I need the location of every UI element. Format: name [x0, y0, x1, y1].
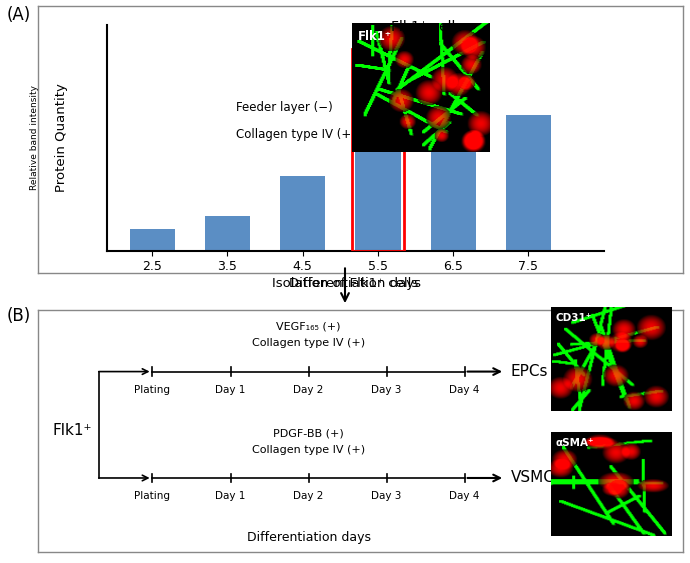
Text: Day 4: Day 4: [449, 491, 480, 501]
Text: Plating: Plating: [135, 385, 170, 395]
Text: Relative band intensity: Relative band intensity: [30, 86, 39, 190]
Text: VEGF₁₆₅ (+): VEGF₁₆₅ (+): [276, 321, 341, 332]
Text: Differentiation days: Differentiation days: [246, 530, 371, 544]
Bar: [130, 229, 175, 251]
Bar: [431, 113, 476, 251]
Text: Day 2: Day 2: [293, 491, 324, 501]
Text: Day 1: Day 1: [215, 385, 246, 395]
Text: Collagen type IV (+): Collagen type IV (+): [252, 338, 365, 348]
Bar: [506, 115, 551, 251]
Text: Day 2: Day 2: [293, 385, 324, 395]
Text: CD31⁺: CD31⁺: [555, 313, 592, 323]
Bar: [280, 176, 325, 251]
Text: (B): (B): [7, 307, 31, 325]
Text: Flk1⁺: Flk1⁺: [53, 423, 92, 438]
Y-axis label: Protein Quantity: Protein Quantity: [55, 83, 68, 193]
Text: Collagen type IV (+): Collagen type IV (+): [252, 445, 365, 454]
Text: Day 3: Day 3: [371, 385, 402, 395]
Text: αSMA⁺: αSMA⁺: [555, 438, 594, 448]
Text: Feeder layer (−): Feeder layer (−): [236, 101, 333, 114]
Bar: [205, 216, 250, 251]
Bar: [352, 49, 404, 251]
Text: Isolation of Flk1⁺ cells: Isolation of Flk1⁺ cells: [272, 277, 418, 290]
Text: Flk1⁺ cells: Flk1⁺ cells: [391, 20, 462, 34]
Text: Day 3: Day 3: [371, 491, 402, 501]
Text: Plating: Plating: [135, 491, 170, 501]
X-axis label: Differentiation days: Differentiation days: [289, 278, 422, 291]
Text: PDGF-BB (+): PDGF-BB (+): [273, 428, 344, 438]
Text: Collagen type IV (+): Collagen type IV (+): [236, 128, 356, 141]
Text: VSMCs: VSMCs: [511, 471, 562, 485]
Text: Day 4: Day 4: [449, 385, 480, 395]
Text: (A): (A): [7, 6, 31, 24]
Bar: [355, 60, 400, 251]
Text: Flk1⁺: Flk1⁺: [357, 30, 391, 43]
Text: EPCs: EPCs: [511, 364, 548, 379]
Text: Day 1: Day 1: [215, 491, 246, 501]
